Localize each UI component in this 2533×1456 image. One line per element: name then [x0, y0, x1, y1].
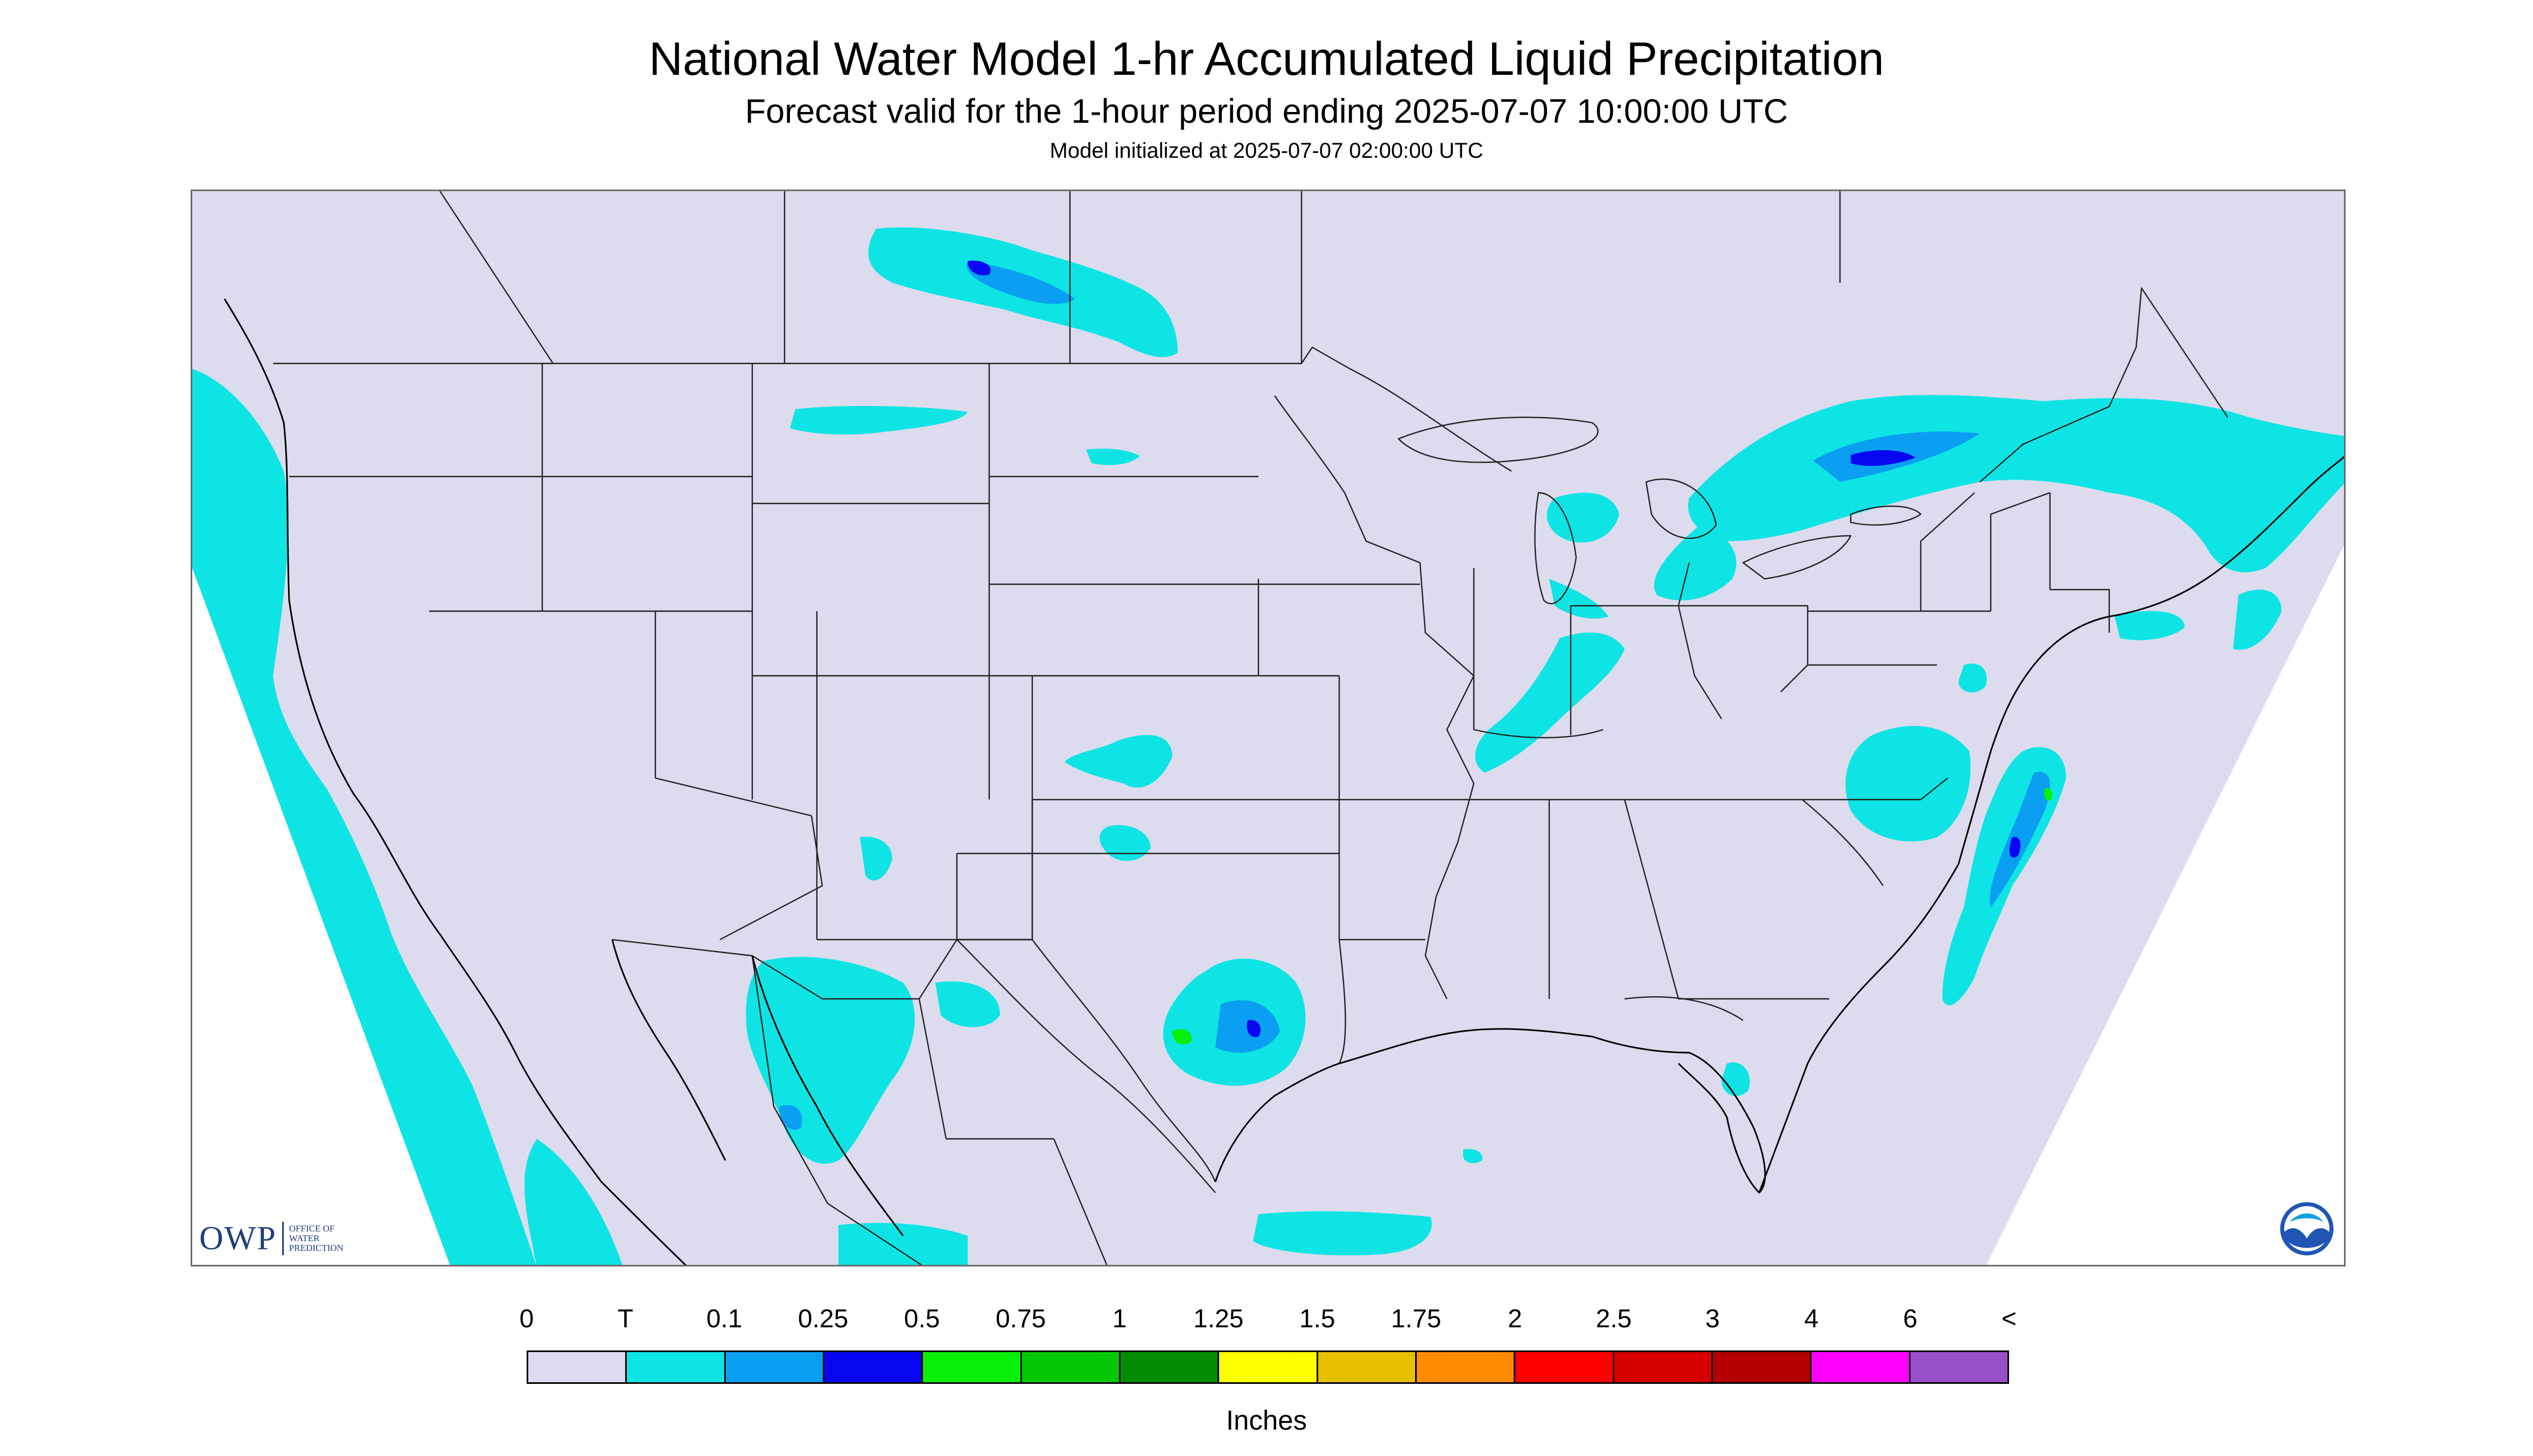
southeast-state-borders [1474, 778, 1948, 1021]
legend-label: 0.5 [904, 1305, 940, 1333]
legend-swatch [1712, 1352, 1812, 1382]
legend-swatch [1416, 1352, 1516, 1382]
precip-color-legend [527, 1350, 2009, 1384]
noaa-logo [2278, 1200, 2335, 1257]
precip-half-atlantic [2044, 788, 2053, 801]
texas-gulf-coastline [1214, 1062, 1340, 1182]
great-lakes [1397, 416, 1922, 605]
owp-logo-line-3: PREDICTION [289, 1243, 344, 1253]
precip-quarter-areas [968, 261, 2021, 1037]
pacific-coastline [223, 298, 687, 1265]
legend-label: 0.25 [797, 1305, 849, 1333]
precip-trace-areas [192, 227, 2344, 1265]
precip-new-mexico [860, 837, 892, 880]
model-init-time: Model initialized at 2025-07-07 02:00:00… [1049, 139, 1484, 163]
legend-swatch [1318, 1352, 1417, 1382]
precip-southern-mexico [838, 1223, 968, 1265]
legend-label: 3 [1705, 1305, 1720, 1333]
precip-half-areas [1172, 788, 2053, 1045]
legend-swatch [1120, 1352, 1220, 1382]
owp-logo-separator [282, 1222, 284, 1255]
precip-quarter-canada [968, 261, 991, 276]
legend-swatch [1910, 1352, 2007, 1382]
legend-swatch [923, 1352, 1022, 1382]
legend-swatch [1614, 1352, 1713, 1382]
plains-state-borders [752, 363, 1340, 940]
precip-illinois-indiana [1475, 632, 1625, 773]
legend-swatch [1811, 1352, 1911, 1382]
precip-baja-pacific [524, 1139, 622, 1265]
map-title: National Water Model 1-hr Accumulated Li… [649, 33, 1884, 85]
precip-ohio-erie [1654, 525, 1737, 600]
noaa-logo-wave [2284, 1228, 2329, 1248]
precip-ontario-quebec [1688, 395, 2344, 572]
us-canada-border [273, 287, 2228, 482]
gulf-coastline [1339, 1028, 1766, 1194]
legend-swatch [725, 1352, 824, 1382]
legend-swatch [627, 1352, 726, 1382]
legend-label: T [617, 1305, 634, 1333]
precip-quarter-texas [1247, 1020, 1261, 1037]
canada-province-borders [439, 191, 1841, 364]
political-boundaries [273, 191, 2228, 1265]
precip-oklahoma [1100, 825, 1151, 861]
precip-new-jersey [1958, 663, 1987, 692]
legend-swatch [824, 1352, 923, 1382]
precip-pacific-northwest [192, 369, 536, 1265]
us-mexico-border [612, 939, 1216, 1193]
legend-swatch [1021, 1352, 1121, 1382]
precip-kansas [1065, 735, 1172, 788]
model-domain [192, 191, 2344, 1265]
owp-logo-line-2: WATER [289, 1233, 320, 1243]
legend-label: 1.5 [1299, 1305, 1335, 1333]
legend-label: 1.75 [1391, 1305, 1442, 1333]
owp-logo-mark: OWP [199, 1220, 277, 1257]
legend-label: 1.25 [1193, 1305, 1244, 1333]
precip-maryland-virginia [1845, 726, 1971, 842]
precip-lake-michigan-east [1549, 579, 1608, 619]
legend-units: Inches [1226, 1405, 1307, 1436]
legend-label: 1 [1112, 1305, 1127, 1333]
precip-gulf-small [1463, 1149, 1482, 1164]
legend-label: 2 [1507, 1305, 1522, 1333]
legend-label: 6 [1903, 1305, 1918, 1333]
owp-logo-text: OFFICE OF WATER PREDICTION [289, 1224, 344, 1253]
precip-new-england [2115, 611, 2185, 640]
mexico-state-borders [751, 955, 1108, 1265]
map-canvas [192, 191, 2344, 1265]
coastlines [223, 298, 2344, 1265]
legend-swatch [1515, 1352, 1614, 1382]
precip-michigan [1547, 493, 1619, 543]
precip-half-texas [1172, 1029, 1192, 1045]
baja-coastline [611, 939, 904, 1236]
precip-quarter-atlantic [2009, 837, 2021, 858]
precip-tenth-atlantic [1990, 772, 2051, 907]
noaa-logo-gull [2290, 1213, 2324, 1222]
precipitation-map [191, 190, 2346, 1266]
map-subtitle: Forecast valid for the 1-hour period end… [745, 93, 1788, 130]
legend-label: 0 [519, 1305, 534, 1333]
legend-swatch [1219, 1352, 1318, 1382]
precip-north-dakota [1086, 449, 1140, 465]
atlantic-coastline [1758, 456, 2344, 1193]
legend-swatch [528, 1352, 627, 1382]
northeast-state-borders [1473, 492, 2110, 739]
owp-logo-line-1: OFFICE OF [289, 1223, 335, 1234]
owp-logo: OWP OFFICE OF WATER PREDICTION [199, 1217, 344, 1260]
legend-label: 4 [1804, 1305, 1819, 1333]
legend-label: 2.5 [1596, 1305, 1632, 1333]
precip-quarter-ontario [1851, 450, 1915, 466]
legend-label: 0.1 [706, 1305, 743, 1333]
precip-mexico-chihuahua [935, 981, 1000, 1027]
mississippi-valley-borders [1274, 395, 1475, 999]
precip-maine-offshore [2233, 590, 2282, 650]
legend-labels: 0 T 0.1 0.25 0.5 0.75 1 1.25 1.5 1.75 2 2.5 3 4 6 < [520, 1305, 2017, 1336]
precip-tenth-canada [967, 261, 1075, 304]
precip-montana-band [790, 405, 968, 435]
precip-tenth-mexico [779, 1105, 802, 1130]
precip-gulf-mexico-south [1253, 1211, 1432, 1256]
legend-label: < [2001, 1305, 2017, 1333]
legend-label: 0.75 [995, 1305, 1046, 1333]
